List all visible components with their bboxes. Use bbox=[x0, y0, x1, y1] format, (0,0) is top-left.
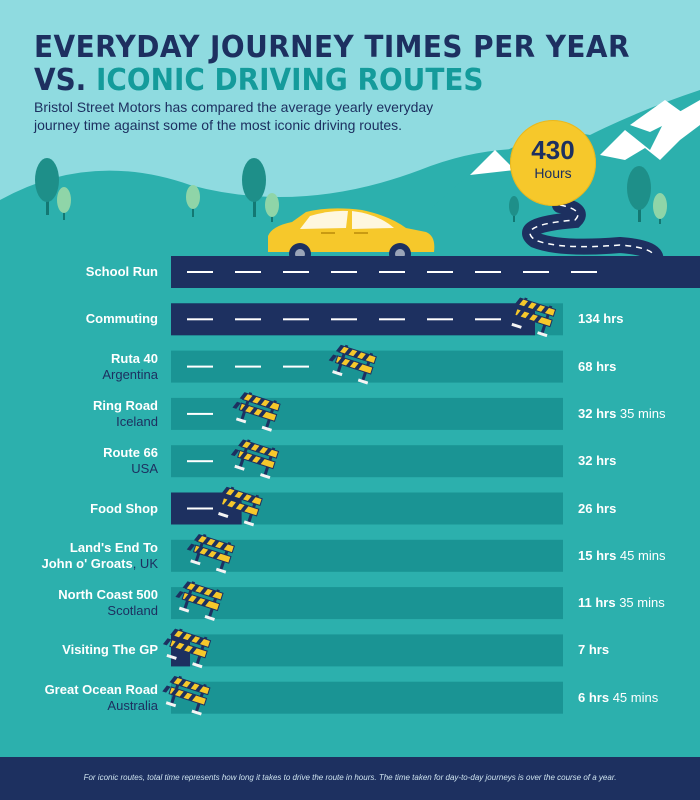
category-sublabel: Australia bbox=[107, 697, 158, 713]
bar-track bbox=[171, 539, 563, 572]
road-barrier-icon bbox=[162, 628, 212, 669]
bar-track bbox=[171, 681, 563, 714]
category-label: Food Shop bbox=[90, 501, 158, 517]
road-barrier-icon bbox=[162, 675, 211, 716]
road-barrier-icon bbox=[186, 533, 235, 574]
lane-dash bbox=[283, 318, 309, 321]
lane-dash bbox=[427, 318, 453, 321]
title-prefix: VS. bbox=[34, 63, 87, 98]
category-sublabel: USA bbox=[131, 461, 158, 477]
category-label: Land's End To John o' Groats, UK bbox=[41, 540, 158, 572]
road-barrier-icon bbox=[328, 344, 377, 385]
category-name: School Run bbox=[85, 264, 158, 279]
category-name: Great Ocean Road bbox=[44, 681, 158, 697]
lane-dash bbox=[283, 271, 309, 273]
badge-value: 430 bbox=[531, 135, 575, 165]
lane-dash bbox=[379, 318, 405, 321]
tree-icon bbox=[35, 158, 59, 215]
tree-icon bbox=[509, 196, 519, 222]
category-label: Great Ocean Road Australia bbox=[45, 682, 158, 714]
snow-cap bbox=[470, 150, 515, 175]
lane-dash bbox=[475, 271, 501, 273]
lane-dash bbox=[187, 365, 213, 368]
lane-dash bbox=[283, 365, 309, 368]
value-label: 68 hrs bbox=[578, 358, 617, 374]
lane-dash bbox=[187, 318, 213, 321]
value-label: 7 hrs bbox=[578, 642, 610, 658]
category-name: Ruta 40 bbox=[111, 350, 158, 366]
lane-dash bbox=[235, 271, 261, 273]
value-label: 32 hrs bbox=[578, 453, 617, 469]
value-label: 15 hrs 45 mins bbox=[578, 547, 666, 563]
category-label: Route 66 USA bbox=[103, 445, 158, 477]
value-label: 11 hrs 35 mins bbox=[578, 595, 665, 611]
badge-unit: Hours bbox=[534, 165, 572, 181]
lane-dash bbox=[427, 271, 453, 273]
category-sublabel: Scotland bbox=[107, 603, 158, 619]
category-label: Ruta 40 Argentina bbox=[102, 351, 158, 383]
road-barrier-icon bbox=[232, 392, 281, 432]
tree-icon bbox=[186, 185, 200, 217]
value-label: 134 hrs bbox=[578, 311, 624, 327]
category-sublabel: John o' Groats, UK bbox=[41, 555, 158, 571]
lane-dash bbox=[235, 318, 261, 321]
subtitle: Bristol Street Motors has compared the a… bbox=[34, 99, 434, 133]
lane-dash bbox=[475, 318, 501, 321]
bar-track bbox=[171, 634, 563, 667]
tree-icon bbox=[57, 187, 71, 220]
lane-dash bbox=[187, 271, 213, 273]
bar-track bbox=[171, 445, 563, 478]
tree-icon bbox=[653, 193, 667, 224]
tree-icon bbox=[265, 193, 279, 222]
value-label: 32 hrs 35 mins bbox=[578, 405, 666, 421]
category-name: North Coast 500 bbox=[58, 587, 158, 603]
category-label: Ring Road Iceland bbox=[93, 398, 158, 430]
footer-bar bbox=[0, 757, 700, 800]
lane-dash bbox=[187, 412, 213, 415]
lane-dash bbox=[379, 271, 405, 273]
lane-dash bbox=[187, 460, 213, 463]
title-line-1: EVERYDAY JOURNEY TIMES PER YEAR bbox=[34, 30, 630, 65]
category-name: Visiting The GP bbox=[62, 642, 158, 658]
road-barrier-icon bbox=[507, 297, 557, 338]
category-label: North Coast 500 Scotland bbox=[58, 587, 158, 619]
tree-icon bbox=[242, 158, 266, 217]
category-label: Commuting bbox=[86, 311, 158, 327]
value-label: 26 hrs bbox=[578, 500, 617, 516]
category-name: Ring Road bbox=[93, 397, 158, 413]
bar-track bbox=[171, 587, 563, 620]
bar-track bbox=[171, 397, 563, 430]
lane-dash bbox=[187, 507, 213, 510]
lane-dash bbox=[523, 271, 549, 273]
category-name: Commuting bbox=[85, 311, 158, 327]
snow-cap bbox=[630, 100, 690, 132]
category-name: Food Shop bbox=[90, 500, 158, 516]
road-barrier-icon bbox=[230, 439, 280, 480]
lane-dash bbox=[331, 318, 357, 321]
lane-dash bbox=[331, 271, 357, 273]
road-barrier-icon bbox=[214, 486, 263, 527]
value-label: 6 hrs 45 mins bbox=[578, 689, 659, 705]
road-barrier-icon bbox=[175, 581, 224, 621]
footnote: For iconic routes, total time represents… bbox=[83, 773, 617, 782]
category-label: Visiting The GP bbox=[62, 642, 158, 658]
title-line-2: VS. ICONIC DRIVING ROUTES bbox=[34, 63, 484, 98]
title-highlight: ICONIC DRIVING ROUTES bbox=[96, 63, 484, 98]
lane-dash bbox=[235, 365, 261, 368]
tree-icon bbox=[627, 166, 651, 222]
category-name: Route 66 bbox=[103, 445, 158, 461]
total-hours-badge: 430 Hours bbox=[510, 120, 596, 206]
category-sublabel: Argentina bbox=[102, 366, 158, 382]
category-label: School Run bbox=[86, 264, 158, 280]
category-name: Land's End To bbox=[69, 539, 158, 555]
journey-chart bbox=[162, 256, 700, 716]
category-sublabel: Iceland bbox=[116, 413, 158, 429]
lane-dash bbox=[571, 271, 597, 273]
